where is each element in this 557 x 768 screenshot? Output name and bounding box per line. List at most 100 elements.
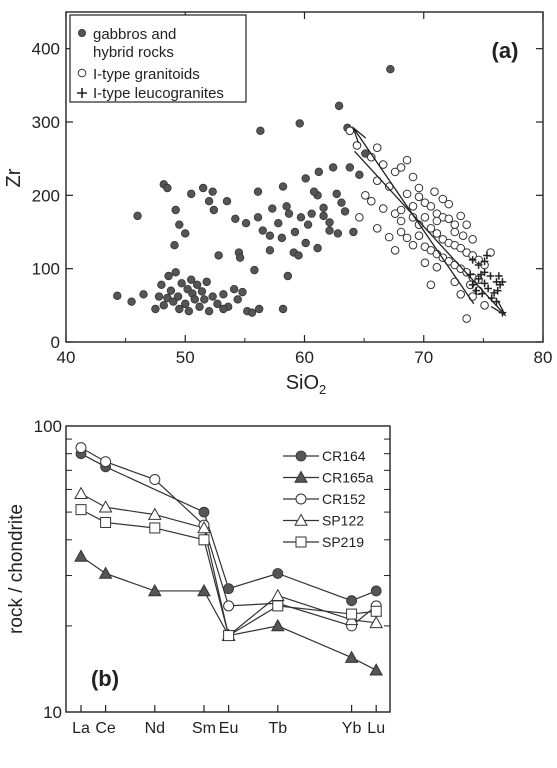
data-point — [270, 618, 285, 632]
data-point — [181, 229, 190, 238]
data-point — [462, 314, 471, 323]
panel-a-scatter-plot: 40 50 60 70 80 0 100 200 300 400 (a) Zr SiO2 gabb… — [3, 11, 553, 397]
x-tick-label: Lu — [367, 720, 385, 737]
data-point — [366, 196, 376, 206]
data-point — [223, 583, 235, 595]
data-point — [254, 304, 264, 314]
data-point — [219, 290, 228, 299]
x-tick-label: Tb — [268, 720, 287, 737]
data-point — [208, 187, 217, 196]
data-point — [195, 302, 204, 311]
data-point — [319, 211, 328, 221]
x-tick-label: 50 — [176, 348, 195, 367]
data-point — [325, 218, 334, 227]
data-point — [229, 285, 239, 294]
data-point — [274, 218, 283, 228]
legend-marker — [295, 450, 307, 462]
data-point — [250, 265, 259, 275]
panel-a-x-axis-label-subscript: 2 — [319, 382, 326, 397]
data-point — [223, 630, 235, 642]
data-point — [390, 167, 400, 177]
data-point — [301, 174, 310, 183]
data-point — [450, 227, 460, 237]
x-tick-label: Nd — [145, 720, 165, 737]
data-point — [456, 243, 466, 253]
data-point — [171, 268, 180, 277]
legend-gabbro-label-line1: gabbros and — [93, 26, 176, 43]
data-point — [370, 605, 382, 617]
data-point — [282, 202, 291, 211]
legend-leucogranite-marker — [77, 88, 87, 98]
data-point — [384, 232, 394, 242]
data-point — [177, 279, 186, 288]
panel-a-legend-box — [69, 14, 247, 103]
data-point — [456, 290, 466, 299]
trend-arrow-line — [354, 150, 506, 316]
data-point — [345, 163, 355, 172]
data-point — [190, 295, 199, 304]
data-point — [247, 308, 257, 317]
data-point — [408, 213, 418, 222]
data-point — [328, 163, 338, 172]
data-point — [187, 189, 196, 199]
data-point — [352, 141, 362, 150]
data-point — [219, 304, 228, 314]
data-point — [372, 224, 382, 233]
panel-b-ree-plot: La Ce Nd Sm Eu Tb Yb Lu 10 100 (b) rock / chondri… — [6, 417, 391, 737]
data-point — [444, 214, 454, 224]
data-point — [313, 243, 322, 253]
data-point — [235, 253, 245, 262]
data-point — [426, 202, 436, 211]
legend-label: CR152 — [322, 491, 366, 507]
data-point — [175, 220, 184, 229]
data-point — [444, 199, 454, 209]
x-tick-label: 80 — [534, 348, 553, 367]
data-point — [432, 229, 442, 238]
y-tick-label: 100 — [32, 260, 60, 279]
data-point — [241, 218, 251, 228]
data-point — [495, 272, 503, 280]
data-point — [295, 119, 304, 128]
data-point — [355, 170, 364, 179]
panel-a-y-axis-label: Zr — [3, 168, 25, 187]
y-tick-label: 300 — [32, 113, 60, 132]
data-point — [480, 279, 489, 288]
data-point — [209, 205, 219, 215]
data-point — [166, 286, 176, 295]
data-point — [450, 220, 460, 229]
panel-a-x-axis-label: SiO2 — [286, 372, 327, 397]
y-tick-label: 0 — [51, 333, 60, 352]
x-tick-label: Eu — [219, 720, 239, 737]
legend-marker — [295, 493, 307, 505]
data-point — [222, 196, 232, 206]
legend-marker — [295, 536, 307, 548]
data-point — [390, 246, 400, 255]
trend-arrow-head — [490, 300, 507, 317]
x-tick-label: La — [72, 720, 90, 737]
data-point — [147, 583, 162, 597]
panel-a-legend: gabbros and hybrid rocks I-type granitoi… — [69, 14, 247, 103]
data-point — [256, 126, 265, 135]
panel-a-trend-arrows — [352, 125, 507, 317]
data-point — [277, 233, 287, 243]
data-point — [458, 231, 468, 240]
data-point — [432, 262, 442, 272]
legend-granitoid-label: I-type granitoids — [93, 66, 200, 83]
data-point — [187, 275, 196, 284]
data-point — [472, 286, 481, 295]
data-point — [278, 182, 288, 191]
data-point — [294, 251, 303, 260]
data-point — [402, 155, 412, 165]
data-point — [100, 516, 112, 528]
data-point — [372, 143, 382, 152]
data-point — [426, 224, 436, 233]
x-tick-label: 70 — [414, 348, 433, 367]
data-point — [492, 297, 501, 306]
data-point — [98, 500, 113, 513]
panel-a-label: (a) — [492, 38, 519, 63]
series-line — [80, 555, 377, 671]
data-point — [184, 307, 194, 316]
data-point — [349, 227, 358, 237]
data-point — [213, 299, 222, 309]
data-point — [100, 456, 112, 468]
